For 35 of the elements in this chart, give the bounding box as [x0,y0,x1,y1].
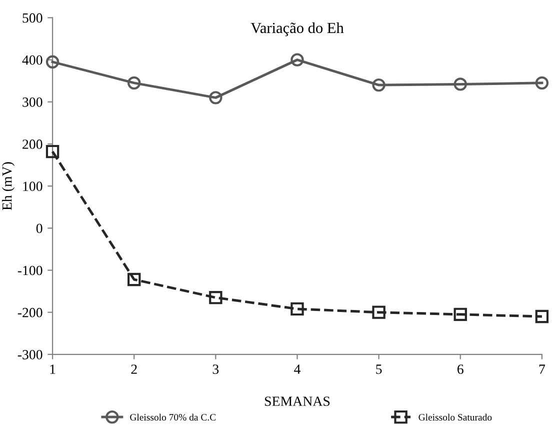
y-axis-title: Eh (mV) [2,162,15,210]
x-tick-label: 5 [376,364,382,374]
point [372,78,386,92]
legend-label: Gleissolo Saturado [418,414,492,421]
point [128,76,141,90]
y-tick-label: -300 [18,350,42,360]
point [46,55,60,69]
y-tick-label: 200 [22,140,42,149]
x-tick-label: 7 [539,364,546,374]
point [372,306,386,319]
point [290,53,304,66]
y-tick-label: 300 [22,97,42,107]
point [535,76,549,90]
point [290,302,304,316]
x-axis-title: SEMANAS [264,396,330,406]
y-tick-label: 400 [22,55,42,65]
x-tick-label: 6 [457,364,464,374]
x-tick-label: 1 [50,364,56,374]
x-tick-label: 2 [131,364,137,374]
y-tick-label: -100 [18,266,42,276]
point [209,91,222,104]
x-tick-label: 3 [212,364,219,374]
y-tick-label: 100 [23,182,42,192]
x-tick-label: 4 [294,364,300,374]
y-tick-label: 500 [22,13,42,23]
y-tick-label: 0 [36,224,42,234]
point [454,78,467,91]
y-tick-label: -200 [18,308,42,318]
chart-title: Variação do Eh [250,22,344,36]
point [454,308,467,322]
point [209,290,222,304]
point [46,144,60,158]
point [128,272,141,286]
legend-label: Gleissolo 70% da C.C [130,414,216,421]
point [535,310,549,324]
